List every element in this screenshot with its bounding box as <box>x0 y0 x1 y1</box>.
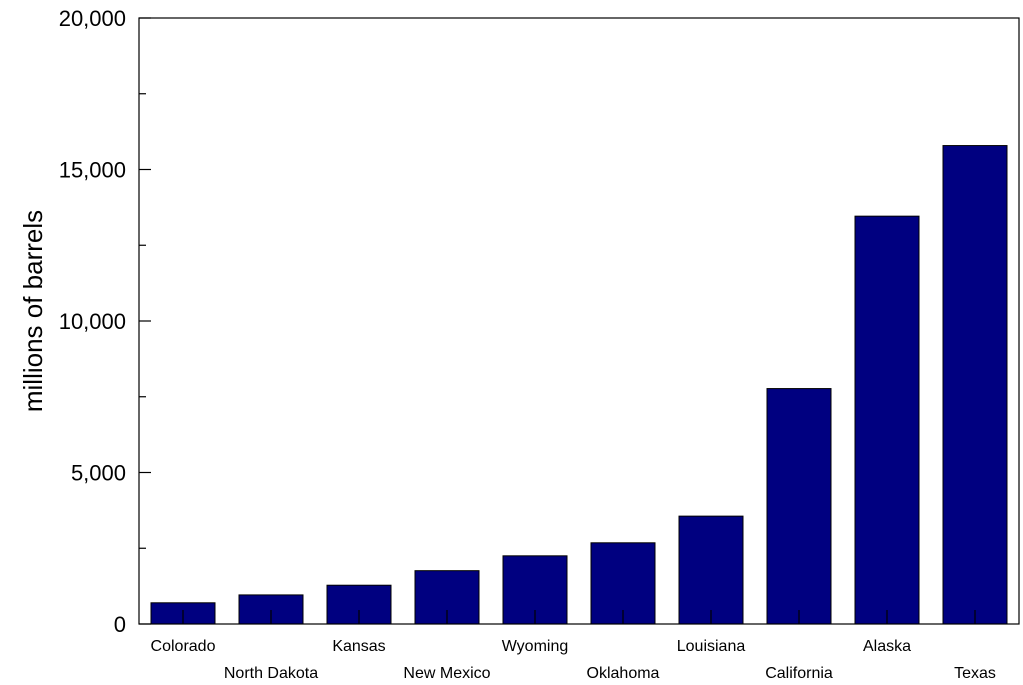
x-tick-label: New Mexico <box>403 665 490 682</box>
plot-frame <box>138 17 1020 625</box>
x-labels-group: Colorado North Dakota Kansas New Mexico Wyom… <box>151 610 996 682</box>
x-tick-label: Wyoming <box>502 638 569 655</box>
y-tick-label: 10,000 <box>59 309 126 334</box>
x-tick-label: Kansas <box>332 638 385 655</box>
bar-texas <box>942 145 1008 625</box>
bar-alaska <box>854 215 920 625</box>
y-tick-label: 15,000 <box>59 158 126 183</box>
bar-louisiana <box>678 515 744 625</box>
bar-california <box>766 388 832 625</box>
y-ticks-group: 0 5,000 10,000 15,000 20,000 <box>59 6 151 637</box>
y-axis-title: millions of barrels <box>18 210 48 412</box>
x-tick-label: Oklahoma <box>587 665 660 682</box>
x-tick-label: Alaska <box>863 638 911 655</box>
x-tick-label: California <box>765 665 833 682</box>
minor-ticks-group <box>139 93 146 549</box>
x-tick-label: Louisiana <box>677 638 746 655</box>
x-tick-label: Texas <box>954 665 996 682</box>
x-tick-label: Colorado <box>151 638 216 655</box>
y-tick-label: 5,000 <box>71 461 126 486</box>
x-tick-label: North Dakota <box>224 665 318 682</box>
bars-group <box>150 145 1008 625</box>
y-tick-label: 0 <box>114 612 126 637</box>
y-tick-label: 20,000 <box>59 6 126 31</box>
